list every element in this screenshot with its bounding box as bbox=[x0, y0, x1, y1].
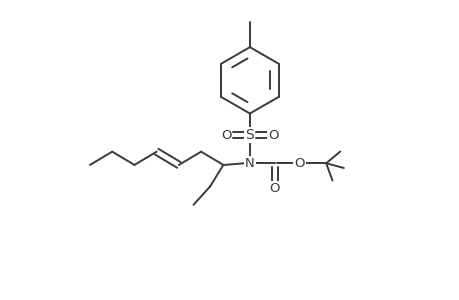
Text: O: O bbox=[220, 129, 231, 142]
Text: O: O bbox=[294, 157, 304, 170]
Text: O: O bbox=[268, 129, 279, 142]
Text: N: N bbox=[245, 157, 254, 170]
Text: S: S bbox=[245, 128, 254, 142]
Text: O: O bbox=[269, 182, 280, 195]
